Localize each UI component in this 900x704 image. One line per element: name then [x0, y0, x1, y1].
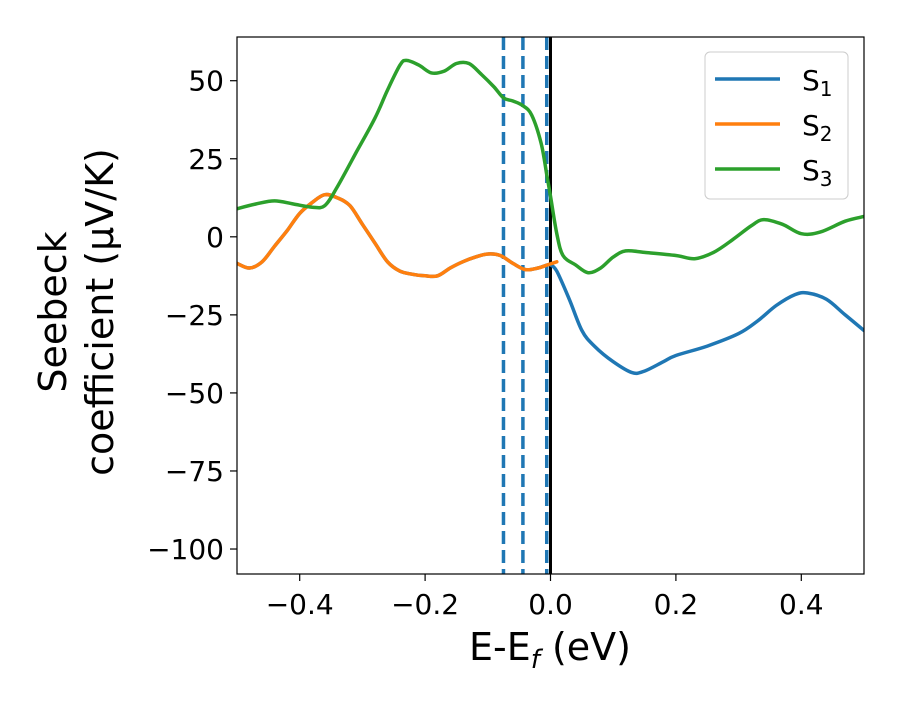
y-axis-label-line1: Seebeck [31, 231, 75, 392]
y-axis-ticks: 50 25 0 −25 −50 −75 −100 [147, 65, 237, 566]
series-lines [237, 58, 864, 376]
y-tick-label: −75 [165, 455, 224, 488]
x-tick-label: −0.4 [266, 588, 334, 621]
legend-label-s1: S1 [802, 64, 833, 101]
y-tick-label: 25 [188, 143, 224, 176]
x-tick-label: 0.2 [654, 588, 699, 621]
y-axis-label-line2: coefficient (μV/K) [78, 148, 122, 476]
legend-label-s2: S2 [802, 109, 833, 146]
x-tick-label: 0.4 [779, 588, 824, 621]
x-axis-label: E-Ef (eV) [469, 625, 631, 675]
y-tick-label: 0 [206, 221, 224, 254]
x-tick-label: 0.0 [528, 588, 573, 621]
y-tick-label: −25 [165, 299, 224, 332]
series-line-s2 [237, 192, 559, 279]
legend-label-s3: S3 [802, 154, 833, 191]
reference-lines [501, 37, 552, 574]
x-axis-ticks: −0.4 −0.2 0.0 0.2 0.4 [266, 574, 824, 621]
y-tick-label: 50 [188, 65, 224, 98]
y-tick-label: −50 [165, 377, 224, 410]
legend: S1 S2 S3 [704, 51, 849, 200]
x-tick-label: −0.2 [391, 588, 459, 621]
y-tick-label: −100 [147, 533, 224, 566]
series-line-s3 [237, 58, 864, 275]
